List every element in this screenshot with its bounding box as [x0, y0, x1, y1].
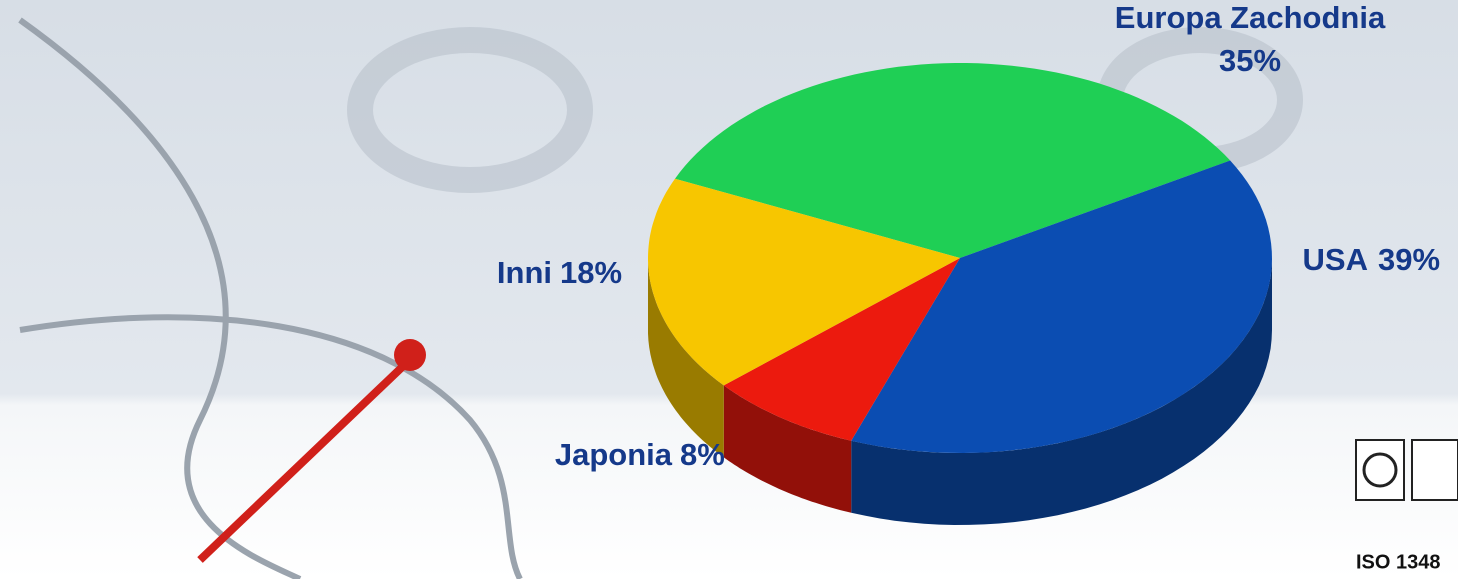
slice-value-label: 39% — [1378, 242, 1440, 277]
slice-category: Japonia — [555, 437, 673, 472]
badge-text: ISO 1348 — [1356, 551, 1441, 573]
slice-value-label: 18% — [560, 255, 622, 290]
slide: ISO 1348 Europa Zachodnia 35% USA 39% Japoni… — [0, 0, 1458, 579]
pie-chart — [648, 63, 1272, 525]
slice-value-label: 35% — [1219, 43, 1281, 78]
slice-category: Europa Zachodnia — [1115, 0, 1386, 35]
slice-category: USA — [1303, 242, 1368, 277]
slice-value-label: 8% — [680, 437, 725, 472]
slice-category: Inni — [497, 255, 552, 290]
